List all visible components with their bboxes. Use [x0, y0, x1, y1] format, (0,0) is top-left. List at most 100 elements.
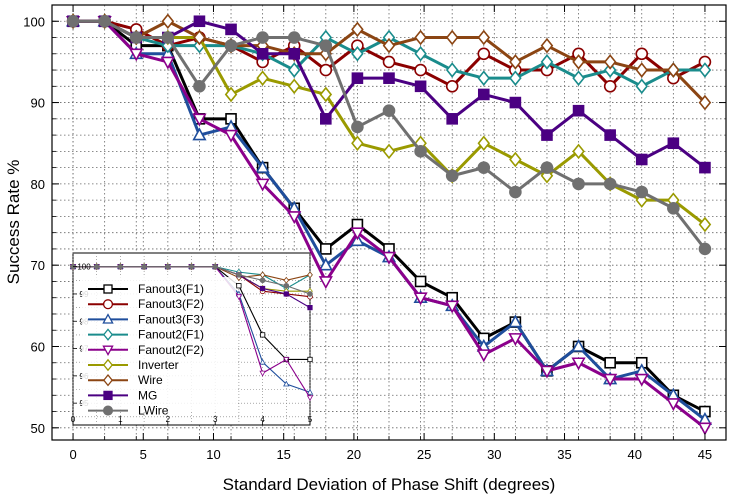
legend-entry-fanout2-f1: Fanout2(F1) — [88, 328, 204, 342]
data-point-inverter — [287, 78, 301, 95]
data-point-lwire — [698, 242, 712, 256]
data-point-fanout2-f1 — [351, 46, 364, 62]
data-point-mg — [667, 137, 680, 150]
legend-entry-mg: MG — [88, 388, 157, 402]
data-point-wire — [351, 21, 364, 38]
data-point-fanout2-f2 — [413, 292, 428, 306]
data-point-fanout3-f1 — [320, 243, 332, 255]
data-point-lwire — [603, 177, 617, 191]
legend: Fanout3(F1)Fanout3(F2)Fanout3(F3) Fanout2… — [82, 277, 236, 418]
inset-x-tick-label: 0 — [71, 415, 76, 424]
inset-data-point-fanout2-f2 — [283, 357, 290, 363]
legend-label: LWire — [138, 404, 169, 418]
legend-swatch-marker — [102, 328, 114, 341]
legend-swatch-marker — [102, 299, 114, 310]
data-point-lwire — [635, 185, 649, 199]
series-fanout3-f2 — [66, 14, 712, 93]
legend-label: Inverter — [138, 358, 179, 372]
data-point-wire — [414, 29, 427, 46]
data-point-fanout2-f1 — [603, 62, 617, 78]
data-point-fanout2-f1 — [572, 70, 585, 86]
data-point-mg — [320, 113, 332, 125]
legend-entry-fanout3-f1: Fanout3(F1) — [88, 282, 204, 296]
data-point-lwire — [224, 39, 238, 52]
data-point-lwire — [287, 31, 301, 44]
data-point-lwire — [256, 31, 269, 44]
inset-x-tick-label: 5 — [308, 415, 313, 424]
data-point-fanout2-f1 — [509, 70, 522, 86]
legend-swatch-marker — [103, 390, 113, 401]
inset-data-point-wire — [307, 271, 313, 279]
data-point-fanout2-f1 — [540, 54, 554, 70]
data-point-fanout2-f2 — [508, 333, 523, 347]
data-point-wire — [382, 37, 396, 54]
inset-data-point-lwire — [188, 263, 195, 270]
y-tick-label: 50 — [31, 421, 45, 436]
data-point-wire — [635, 62, 649, 78]
data-point-wire — [572, 54, 585, 70]
data-point-fanout2-f2 — [350, 227, 365, 241]
x-tick-label: 5 — [140, 447, 147, 462]
data-point-lwire — [129, 31, 143, 44]
inset-data-point-fanout2-f2 — [306, 395, 314, 402]
data-point-fanout2-f2 — [318, 276, 333, 290]
legend-entry-fanout3-f3: Fanout3(F3) — [88, 312, 204, 326]
main-series-group — [65, 13, 713, 436]
data-point-mg — [414, 80, 427, 93]
y-tick-label: 90 — [31, 96, 45, 111]
data-point-fanout2-f2 — [476, 349, 491, 363]
data-point-inverter — [509, 151, 522, 168]
legend-entry-fanout3-f2: Fanout3(F2) — [88, 297, 204, 311]
data-point-mg — [383, 72, 395, 84]
legend-label: Fanout2(F1) — [138, 328, 204, 342]
x-tick-label: 45 — [698, 447, 712, 462]
data-point-fanout3-f1 — [414, 275, 427, 288]
legend-label: Wire — [138, 373, 163, 387]
series-lwire — [66, 14, 712, 256]
data-point-wire — [509, 54, 522, 70]
inset-x-tick-label: 3 — [213, 415, 218, 424]
data-point-fanout3-f2 — [603, 80, 617, 93]
data-point-lwire — [66, 14, 80, 28]
data-point-wire — [667, 62, 680, 78]
inset-data-point-fanout3-f3 — [283, 380, 290, 387]
data-point-fanout3-f2 — [382, 55, 396, 69]
data-point-wire — [540, 37, 554, 54]
y-tick-label: 60 — [31, 339, 45, 354]
data-point-inverter — [698, 216, 712, 233]
legend-label: MG — [138, 388, 157, 402]
data-point-wire — [161, 13, 175, 30]
legend-label: Fanout3(F1) — [138, 282, 204, 296]
x-tick-label: 35 — [557, 447, 571, 462]
data-point-lwire — [98, 14, 111, 28]
data-point-fanout2-f2 — [381, 251, 397, 265]
inset-data-point-fanout3-f1 — [236, 283, 242, 289]
data-point-inverter — [382, 143, 396, 160]
data-point-fanout2-f1 — [477, 70, 491, 86]
data-point-fanout2-f2 — [603, 373, 618, 387]
inset-data-point-fanout3-f1 — [307, 356, 313, 363]
legend-swatch-marker — [102, 313, 114, 324]
data-point-fanout3-f2 — [414, 63, 427, 77]
inset-series-lwire — [70, 263, 313, 297]
x-axis-label: Standard Deviation of Phase Shift (degre… — [223, 475, 556, 494]
inset-data-point-mg — [283, 291, 289, 297]
data-point-fanout2-f1 — [287, 62, 301, 78]
data-point-fanout3-f3 — [255, 159, 270, 173]
data-point-fanout3-f3 — [571, 338, 586, 352]
legend-entry-fanout2-f2: Fanout2(F2) — [88, 343, 204, 357]
inset-data-point-lwire — [164, 263, 171, 270]
inset-data-point-lwire — [117, 263, 124, 270]
data-point-mg — [509, 96, 522, 109]
x-tick-label: 10 — [206, 447, 220, 462]
data-point-wire — [603, 54, 617, 70]
data-point-fanout2-f1 — [445, 62, 459, 78]
x-tick-label: 0 — [69, 447, 76, 462]
y-tick-label: 70 — [31, 258, 45, 273]
data-point-lwire — [667, 201, 680, 215]
data-point-fanout2-f2 — [287, 211, 302, 225]
data-point-fanout2-f2 — [192, 113, 207, 127]
data-point-mg — [225, 23, 237, 36]
